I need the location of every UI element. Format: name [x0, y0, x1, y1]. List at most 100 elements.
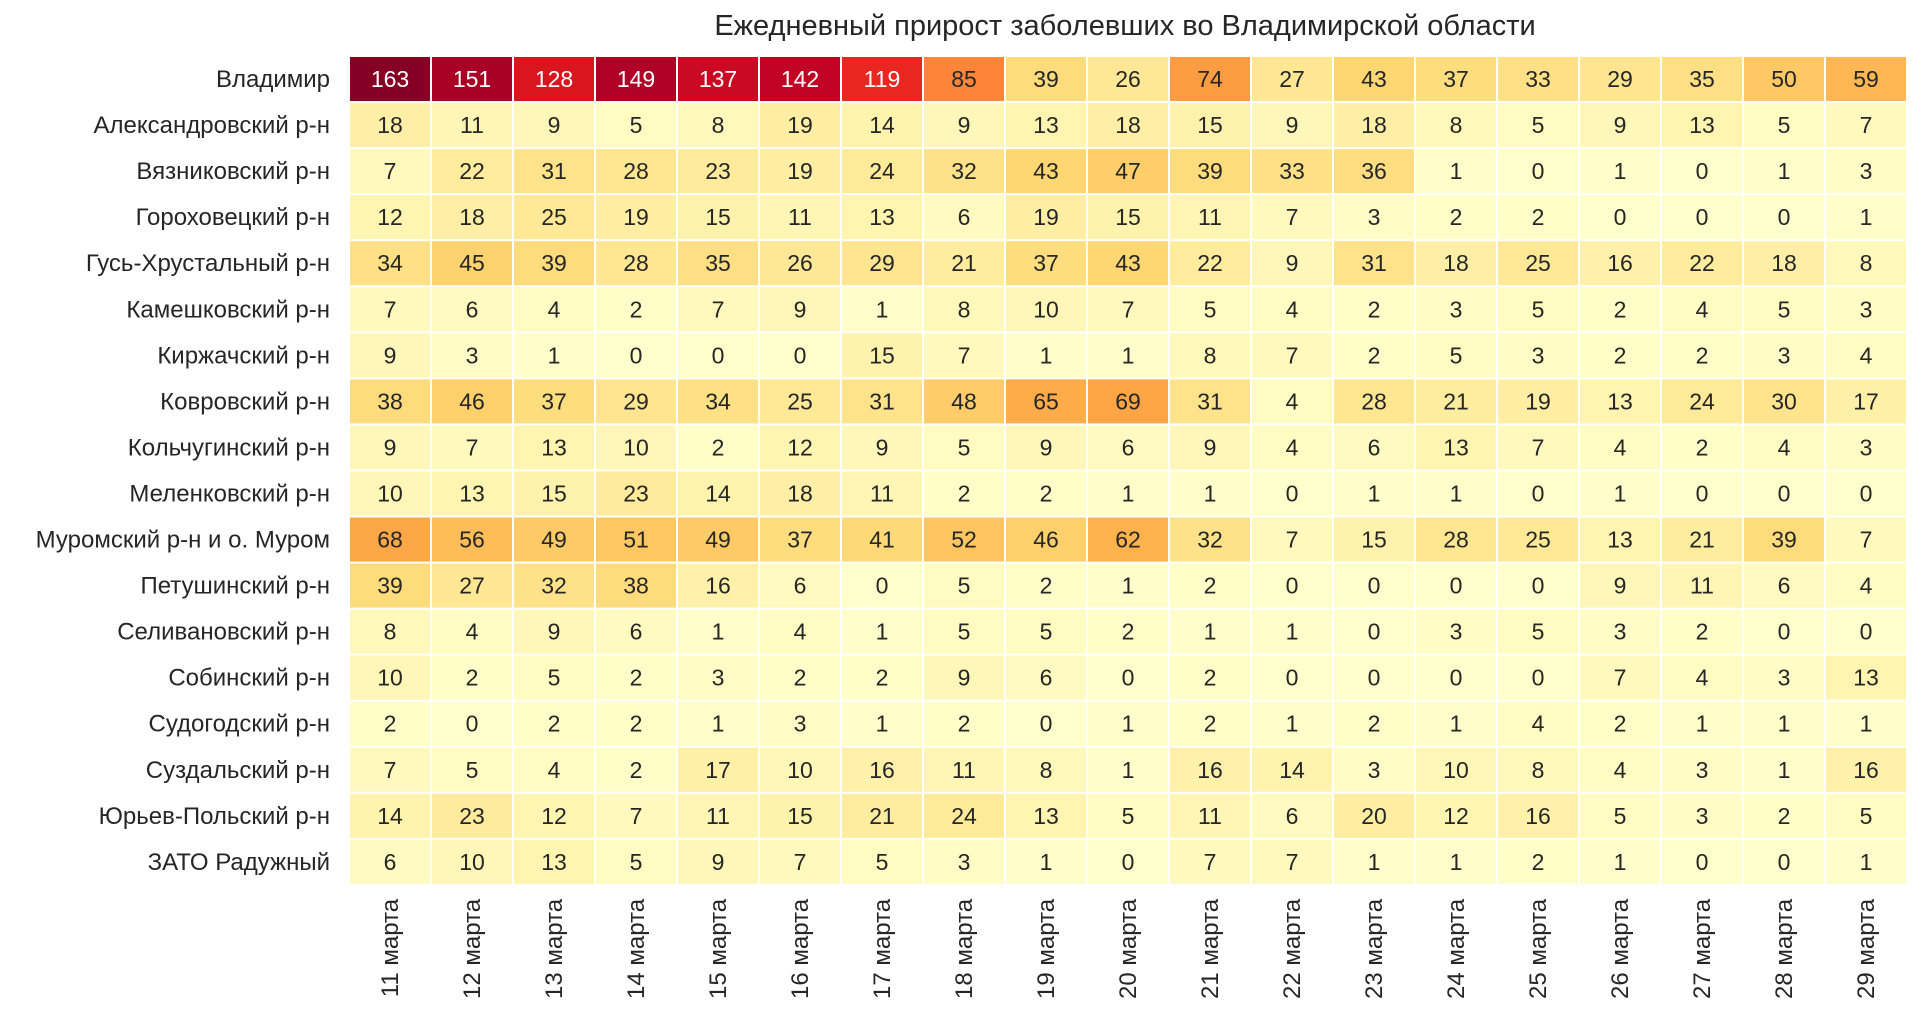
column-label: 24 марта [1443, 898, 1470, 999]
cell-value-label: 2 [466, 665, 479, 691]
heatmap-cell [1416, 747, 1496, 792]
column-label: 12 марта [459, 898, 486, 999]
heatmap-cell [596, 195, 676, 240]
heatmap-cell [1416, 793, 1496, 838]
heatmap-cell [1006, 563, 1086, 608]
cell-value-label: 5 [630, 849, 643, 875]
cell-value-label: 10 [623, 434, 649, 460]
heatmap-cell [924, 471, 1004, 516]
heatmap-cell [514, 195, 594, 240]
heatmap-cell [514, 103, 594, 148]
cell-value-label: 128 [535, 66, 573, 92]
heatmap-cell [432, 471, 512, 516]
heatmap-cell [350, 425, 430, 470]
cell-value-label: 0 [712, 342, 725, 368]
cell-value-label: 18 [1443, 250, 1469, 276]
heatmap-cell [1006, 195, 1086, 240]
cell-value-label: 13 [1443, 434, 1469, 460]
cell-value-label: 9 [1204, 434, 1217, 460]
column-label: 23 марта [1361, 898, 1388, 999]
heatmap-cell [1580, 839, 1660, 884]
cell-value-label: 3 [794, 711, 807, 737]
cell-value-label: 6 [1778, 573, 1791, 599]
heatmap-cell [678, 149, 758, 194]
cell-value-label: 2 [1040, 480, 1053, 506]
cell-value-label: 4 [548, 757, 561, 783]
column-label: 15 марта [705, 898, 732, 999]
heatmap-cell [1170, 839, 1250, 884]
cell-value-label: 14 [377, 803, 403, 829]
cell-value-label: 10 [377, 665, 403, 691]
heatmap-cell [1006, 287, 1086, 332]
heatmap-cell [432, 425, 512, 470]
row-label: Камешковский р-н [126, 296, 330, 323]
heatmap-cell [924, 103, 1004, 148]
cell-value-label: 2 [548, 711, 561, 737]
heatmap-cell [678, 471, 758, 516]
cell-value-label: 2 [1778, 803, 1791, 829]
heatmap-cell [1170, 655, 1250, 700]
row-label: Владимир [216, 66, 330, 93]
heatmap-cell [350, 655, 430, 700]
cell-value-label: 29 [623, 388, 649, 414]
cell-value-label: 16 [1197, 757, 1223, 783]
cell-value-label: 2 [1122, 619, 1135, 645]
cell-value-label: 2 [1204, 711, 1217, 737]
heatmap-cell [596, 517, 676, 562]
cell-value-label: 13 [459, 480, 485, 506]
cell-value-label: 1 [1122, 342, 1135, 368]
heatmap-cell [1662, 563, 1742, 608]
heatmap-cell [1662, 609, 1742, 654]
heatmap-cell [842, 425, 922, 470]
heatmap-cell [1334, 57, 1414, 102]
cell-value-label: 0 [1778, 480, 1791, 506]
heatmap-cell [1580, 563, 1660, 608]
cell-value-label: 5 [1122, 803, 1135, 829]
cell-value-label: 5 [1204, 296, 1217, 322]
heatmap-cell [1662, 793, 1742, 838]
cell-value-label: 4 [1532, 711, 1545, 737]
cell-value-label: 31 [541, 158, 567, 184]
heatmap-cell [1662, 149, 1742, 194]
heatmap-cell [1662, 57, 1742, 102]
heatmap-cell [596, 57, 676, 102]
cell-value-label: 1 [1204, 619, 1217, 645]
cell-value-label: 21 [869, 803, 895, 829]
cell-value-label: 5 [1450, 342, 1463, 368]
cell-value-label: 2 [712, 434, 725, 460]
cell-value-label: 1 [1204, 480, 1217, 506]
cell-value-label: 6 [1368, 434, 1381, 460]
heatmap-cell [350, 701, 430, 746]
row-label: Собинский р-н [168, 665, 330, 692]
cell-value-label: 13 [541, 434, 567, 460]
cell-value-label: 5 [630, 112, 643, 138]
cell-value-label: 6 [794, 573, 807, 599]
heatmap-cell [1826, 241, 1906, 286]
heatmap-cell [1826, 609, 1906, 654]
cell-value-label: 2 [876, 665, 889, 691]
heatmap-cell [432, 57, 512, 102]
heatmap-cell [1088, 195, 1168, 240]
cell-value-label: 0 [1778, 204, 1791, 230]
heatmap-cell [842, 793, 922, 838]
cell-value-label: 4 [1778, 434, 1791, 460]
cell-value-label: 0 [1696, 204, 1709, 230]
cell-value-label: 36 [1361, 158, 1387, 184]
heatmap-cell [760, 57, 840, 102]
cell-value-label: 7 [466, 434, 479, 460]
heatmap-cell [1416, 425, 1496, 470]
cell-value-label: 37 [1033, 250, 1059, 276]
cell-value-label: 1 [1614, 480, 1627, 506]
heatmap-cell [924, 655, 1004, 700]
cell-value-label: 6 [1040, 665, 1053, 691]
cell-value-label: 51 [623, 527, 649, 553]
cell-value-label: 23 [459, 803, 485, 829]
cell-value-label: 9 [958, 665, 971, 691]
heatmap-cell [678, 333, 758, 378]
row-label: Кольчугинский р-н [128, 434, 330, 461]
heatmap-cell [1826, 793, 1906, 838]
cell-value-label: 0 [1860, 619, 1873, 645]
cell-value-label: 6 [1286, 803, 1299, 829]
heatmap-cell [1826, 103, 1906, 148]
cell-value-label: 3 [1450, 619, 1463, 645]
